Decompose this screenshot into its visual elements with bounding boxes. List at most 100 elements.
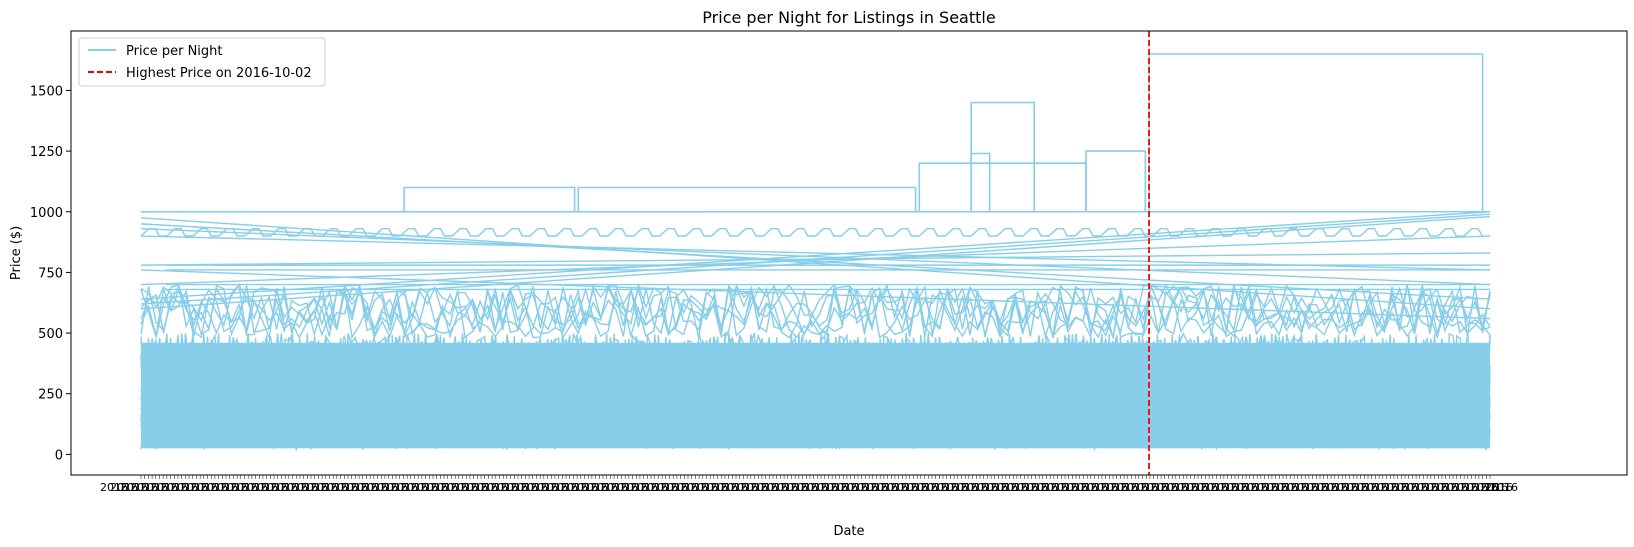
x-tick-label-fragment: 2016 <box>220 481 248 494</box>
x-tick-label-fragment: 2016 <box>1160 481 1188 494</box>
x-tick-label-fragment: 2016 <box>1180 481 1208 494</box>
x-tick-label-fragment: 2016 <box>860 481 888 494</box>
x-tick-label-fragment: 2016 <box>340 481 368 494</box>
x-tick-label-fragment: 2016 <box>1440 481 1468 494</box>
x-tick-label-fragment: 2016 <box>1390 481 1418 494</box>
x-tick-label-fragment: 2016 <box>1430 481 1458 494</box>
price-series-line <box>140 228 1483 237</box>
x-tick-label-fragment: 2016 <box>150 481 178 494</box>
x-tick-label-fragment: 2016 <box>950 481 978 494</box>
x-tick-label-fragment: 2016 <box>160 481 188 494</box>
x-tick-label-fragment: 2016 <box>660 481 688 494</box>
x-tick-label-fragment: 2016 <box>540 481 568 494</box>
x-tick-label-fragment: 2016 <box>780 481 808 494</box>
price-series-line <box>140 235 1491 271</box>
x-tick-label-fragment: 2016 <box>1120 481 1148 494</box>
x-tick-label-fragment: 2016 <box>460 481 488 494</box>
x-tick-label-fragment: 2016 <box>500 481 528 494</box>
price-step-line <box>577 186 917 212</box>
price-step-line <box>970 101 1035 212</box>
x-tick-label-fragment: 2016 <box>1470 481 1498 494</box>
price-series-line <box>140 213 1491 305</box>
x-tick-label-fragment: 2016 <box>690 481 718 494</box>
chart-title: Price per Night for Listings in Seattle <box>702 8 995 27</box>
x-tick-label-fragment: 2016 <box>190 481 218 494</box>
x-tick-label-fragment: 2016 <box>1400 481 1428 494</box>
x-tick-label-fragment: 2016 <box>470 481 498 494</box>
x-tick-label-fragment: 2016 <box>1060 481 1088 494</box>
x-tick-label-fragment: 2016 <box>610 481 638 494</box>
x-tick-label-fragment: 2016 <box>200 481 228 494</box>
x-tick-label-fragment: 2016 <box>480 481 508 494</box>
y-tick-label: 250 <box>38 388 63 403</box>
x-tick-label-fragment: 2016 <box>1020 481 1048 494</box>
x-tick-label-fragment: 2016 <box>450 481 478 494</box>
x-tick-label-fragment: 2016 <box>940 481 968 494</box>
x-tick-label-fragment: 2016 <box>240 481 268 494</box>
x-tick-label-fragment: 2016 <box>1420 481 1448 494</box>
y-tick-label: 1250 <box>30 145 63 160</box>
x-tick-label-fragment: 2016 <box>170 481 198 494</box>
x-tick-label-fragment: 2016 <box>1050 481 1078 494</box>
x-tick-label-fragment: 2016 <box>1300 481 1328 494</box>
x-tick-label-fragment: 2016 <box>1170 481 1198 494</box>
x-tick-label-fragment: 2016 <box>520 481 548 494</box>
x-tick-label-fragment: 2016 <box>1485 481 1513 494</box>
x-tick-label-fragment: 2016 <box>1330 481 1358 494</box>
price-series-mass <box>141 342 1490 449</box>
x-tick-label-fragment: 2016 <box>560 481 588 494</box>
x-tick-label-fragment: 2016 <box>570 481 598 494</box>
x-tick-label-fragment: 2016 <box>1270 481 1298 494</box>
x-tick-label-fragment: 2016 <box>1100 481 1128 494</box>
x-tick-label-fragment: 2016 <box>100 481 128 494</box>
x-tick-label-fragment: 2016 <box>280 481 308 494</box>
x-tick-label-fragment: 2016 <box>1230 481 1258 494</box>
x-tick-label-fragment: 2016 <box>1450 481 1478 494</box>
x-tick-label-fragment: 2016 <box>760 481 788 494</box>
y-tick-label: 0 <box>55 448 63 463</box>
legend-series-label: Price per Night <box>126 44 223 59</box>
x-tick-label-fragment: 2016 <box>1460 481 1488 494</box>
x-tick-label-fragment: 2016 <box>880 481 908 494</box>
x-tick-label-fragment: 2016 <box>580 481 608 494</box>
x-tick-label-fragment: 2016 <box>360 481 388 494</box>
x-tick-label-fragment: 2016 <box>1310 481 1338 494</box>
x-tick-label-fragment: 2016 <box>590 481 618 494</box>
price-step-line <box>1085 150 1147 212</box>
x-tick-label-fragment: 2016 <box>130 481 158 494</box>
x-tick-label-fragment: 2016 <box>400 481 428 494</box>
x-tick-label-fragment: 2016 <box>840 481 868 494</box>
x-tick-label-fragment: 2016 <box>900 481 928 494</box>
x-tick-label-fragment: 2016 <box>1360 481 1388 494</box>
x-tick-label-fragment: 2016 <box>1010 481 1038 494</box>
x-tick-label-fragment: 2016 <box>490 481 518 494</box>
x-tick-label-fragment: 2016 <box>970 481 998 494</box>
y-tick-label: 1500 <box>30 84 63 99</box>
x-tick-label-fragment: 2016 <box>430 481 458 494</box>
x-tick-label-fragment: 2016 <box>1350 481 1378 494</box>
x-tick-labels-overlapped: 2016201620162016201620162016201620162016… <box>100 481 1518 494</box>
x-tick-label-fragment: 2016 <box>1090 481 1118 494</box>
x-tick-label-fragment: 2016 <box>1380 481 1408 494</box>
x-tick-label-fragment: 2016 <box>1480 481 1508 494</box>
x-tick-label-fragment: 2016 <box>1410 481 1438 494</box>
x-tick-label-fragment: 2016 <box>910 481 938 494</box>
x-tick-label-fragment: 2016 <box>750 481 778 494</box>
x-tick-label-fragment: 2016 <box>1030 481 1058 494</box>
x-tick-label-fragment: 2016 <box>530 481 558 494</box>
price-step-line <box>918 162 1087 212</box>
x-tick-label-fragment: 2016 <box>770 481 798 494</box>
x-tick-label-fragment: 2016 <box>730 481 758 494</box>
x-tick-label-fragment: 2016 <box>180 481 208 494</box>
x-tick-label-fragment: 2016 <box>330 481 358 494</box>
x-tick-label-fragment: 2016 <box>420 481 448 494</box>
x-tick-label-fragment: 2016 <box>850 481 878 494</box>
price-series-line <box>140 215 1491 310</box>
x-tick-label-fragment: 2016 <box>410 481 438 494</box>
x-tick-label-fragment: 2016 <box>1340 481 1368 494</box>
x-tick-label-fragment: 2016 <box>1250 481 1278 494</box>
x-tick-label-fragment: 2016 <box>1220 481 1248 494</box>
x-tick-label-fragment: 2016 <box>830 481 858 494</box>
x-tick-label-fragment: 2016 <box>290 481 318 494</box>
